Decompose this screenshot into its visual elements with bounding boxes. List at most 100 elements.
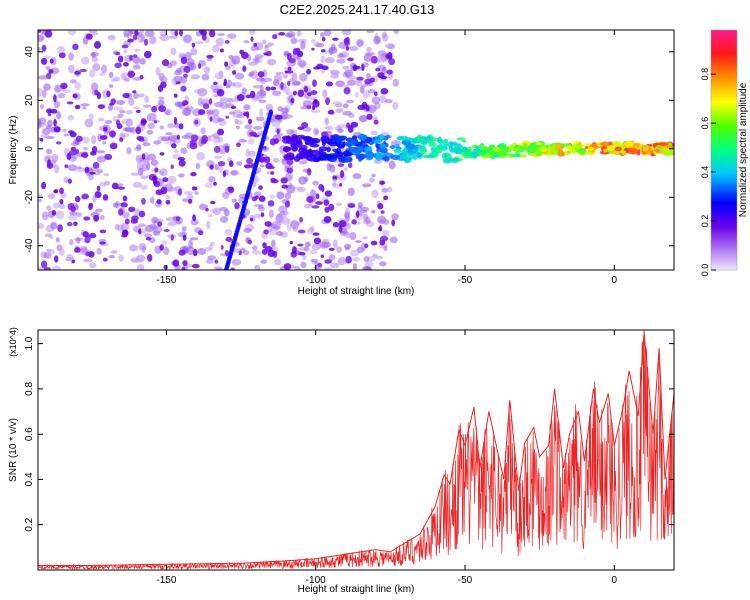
heat-blob [219, 97, 229, 104]
heat-blob [296, 30, 302, 37]
heat-blob [365, 52, 375, 56]
heat-blob [263, 156, 271, 164]
heat-blob [270, 171, 275, 175]
heat-blob [343, 87, 351, 95]
heat-blob [304, 241, 311, 247]
y-tick-label: 1.0 [24, 336, 35, 350]
heat-blob [355, 80, 363, 87]
heat-blob [373, 35, 382, 45]
heat-blob [284, 145, 289, 153]
heat-blob [80, 56, 90, 65]
x-tick-label: -50 [458, 575, 473, 586]
heat-blob [117, 183, 124, 187]
heat-blob [215, 37, 224, 47]
heat-blob [180, 147, 188, 154]
heat-blob [278, 31, 286, 36]
heat-blob [138, 243, 147, 251]
heat-blob [181, 226, 187, 231]
heat-blob [509, 153, 520, 158]
heat-blob [43, 251, 52, 259]
heat-blob [324, 117, 329, 125]
heat-blob [295, 152, 305, 160]
heat-blob [138, 228, 142, 235]
heat-blob [371, 55, 378, 64]
y-tick-label: 0.2 [24, 517, 35, 531]
heat-blob [653, 142, 658, 146]
heat-blob [160, 81, 167, 89]
x-tick-label: -100 [306, 575, 326, 586]
heat-blob [263, 52, 268, 56]
heat-blob [276, 212, 287, 219]
heat-blob [283, 86, 290, 94]
heat-blob [263, 77, 273, 82]
heat-blob [107, 105, 114, 111]
heat-blob [329, 262, 340, 269]
heat-blob [89, 171, 96, 175]
heat-blob [377, 54, 387, 63]
heat-blob [312, 127, 319, 136]
heat-blob [178, 52, 186, 58]
heat-blob [125, 110, 133, 115]
heat-blob [313, 98, 318, 105]
heat-blob [361, 64, 365, 71]
heat-blob [108, 255, 115, 259]
snr-x-ticks: -150 -100 -50 0 [156, 330, 618, 586]
heat-blob [341, 30, 352, 36]
heat-blob [286, 224, 292, 232]
heat-blob [286, 52, 292, 61]
heat-blob [371, 173, 376, 178]
heat-blob [175, 216, 181, 222]
heat-blob [141, 197, 146, 205]
heat-blob [208, 175, 216, 183]
heat-blob [367, 104, 377, 114]
heat-blob [227, 33, 237, 39]
heat-blob [380, 147, 387, 152]
heat-blob [217, 160, 226, 167]
heat-blob [67, 178, 72, 184]
heat-blob [299, 106, 308, 110]
heat-blob [74, 195, 81, 203]
heat-blob [253, 213, 262, 219]
heat-blob [147, 122, 156, 130]
heat-blob [345, 45, 350, 51]
heat-blob [596, 141, 603, 147]
heat-blob [169, 60, 177, 67]
heat-blob [191, 263, 200, 269]
heat-blob [198, 109, 206, 116]
heat-blob [243, 104, 251, 111]
heat-blob [388, 160, 396, 170]
heat-blob [300, 261, 307, 269]
heat-blob [93, 214, 100, 222]
heat-blob [468, 151, 479, 158]
heat-blob [52, 265, 62, 270]
heat-blob [156, 199, 162, 205]
heat-blob [181, 266, 186, 270]
heat-blob [344, 247, 350, 251]
heat-blob [64, 164, 69, 169]
heat-blob [141, 153, 146, 160]
heat-blob [104, 119, 113, 124]
heat-blob [219, 48, 224, 53]
heat-blob [39, 103, 45, 110]
heat-blob [110, 78, 119, 82]
heat-blob [138, 210, 146, 218]
heat-blob [512, 147, 517, 152]
heat-blob [284, 114, 294, 119]
colorbar-ticks: 0.0 0.2 0.4 0.6 0.8 [700, 68, 716, 276]
heat-blob [109, 102, 115, 106]
snr-y-ticks: 0.2 0.4 0.6 0.8 1.0 [24, 336, 674, 532]
heat-blob [272, 34, 278, 40]
heat-blob [181, 107, 192, 116]
heat-blob [226, 97, 234, 103]
x-tick-label: -50 [458, 275, 473, 286]
heat-blob [44, 233, 53, 238]
heat-blob [97, 133, 103, 142]
heat-blob [173, 70, 183, 76]
heat-blob [265, 86, 271, 91]
heat-blob [311, 39, 316, 44]
heat-blob [386, 69, 394, 75]
heat-blob [167, 123, 175, 129]
heat-blob [642, 148, 649, 152]
heat-blob [43, 267, 51, 270]
heat-blob [84, 166, 90, 174]
